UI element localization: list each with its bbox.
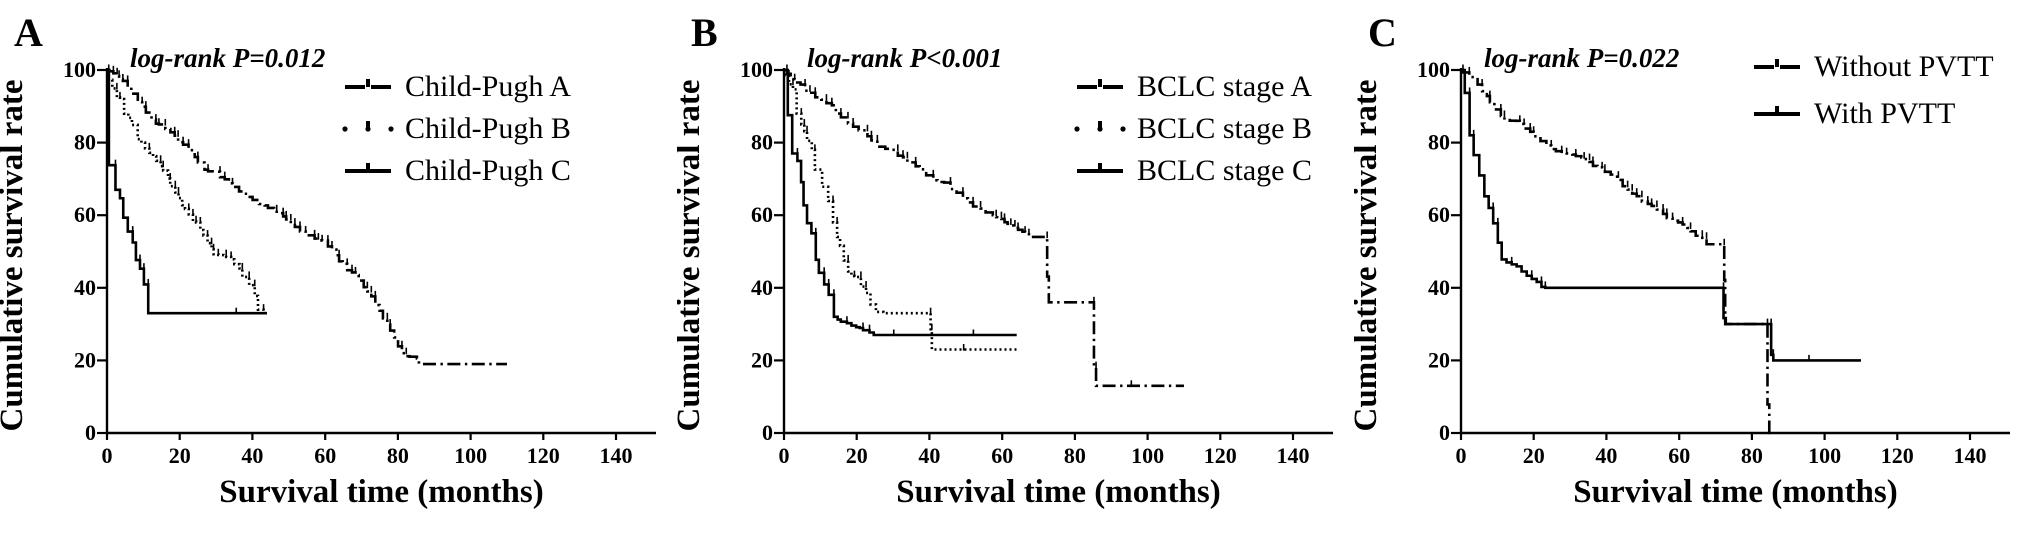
svg-text:80: 80 (387, 443, 409, 468)
svg-text:Cumulative survival rate: Cumulative survival rate (0, 80, 30, 432)
svg-text:log-rank P<0.001: log-rank P<0.001 (807, 43, 1002, 73)
svg-text:20: 20 (1523, 443, 1545, 468)
svg-text:100: 100 (1131, 443, 1164, 468)
svg-text:80: 80 (1741, 443, 1763, 468)
svg-text:0: 0 (762, 420, 773, 445)
svg-text:A: A (14, 10, 43, 55)
svg-text:80: 80 (1428, 130, 1450, 155)
svg-text:100: 100 (63, 57, 96, 82)
svg-text:100: 100 (1808, 443, 1841, 468)
svg-text:60: 60 (314, 443, 336, 468)
svg-text:Child-Pugh A: Child-Pugh A (405, 70, 571, 103)
svg-text:20: 20 (169, 443, 191, 468)
svg-text:Child-Pugh C: Child-Pugh C (405, 154, 571, 187)
svg-text:20: 20 (1428, 347, 1450, 372)
svg-text:C: C (1368, 10, 1397, 55)
svg-text:With PVTT: With PVTT (1814, 97, 1955, 130)
svg-text:140: 140 (1277, 443, 1310, 468)
svg-text:40: 40 (751, 275, 773, 300)
svg-text:100: 100 (1417, 57, 1450, 82)
svg-text:0: 0 (85, 420, 96, 445)
svg-text:20: 20 (751, 347, 773, 372)
svg-text:40: 40 (1428, 275, 1450, 300)
svg-text:BCLC stage C: BCLC stage C (1137, 154, 1312, 187)
svg-text:100: 100 (454, 443, 487, 468)
svg-text:60: 60 (991, 443, 1013, 468)
svg-text:0: 0 (102, 443, 113, 468)
svg-text:Survival time (months): Survival time (months) (1573, 474, 1898, 510)
svg-text:Cumulative survival rate: Cumulative survival rate (677, 80, 707, 432)
svg-text:40: 40 (918, 443, 940, 468)
svg-text:20: 20 (74, 347, 96, 372)
svg-text:40: 40 (241, 443, 263, 468)
svg-text:80: 80 (1064, 443, 1086, 468)
svg-text:60: 60 (74, 202, 96, 227)
svg-text:100: 100 (740, 57, 773, 82)
svg-text:40: 40 (1595, 443, 1617, 468)
svg-text:B: B (691, 10, 718, 55)
svg-text:120: 120 (1204, 443, 1237, 468)
svg-text:140: 140 (600, 443, 633, 468)
svg-text:0: 0 (779, 443, 790, 468)
svg-text:120: 120 (1881, 443, 1914, 468)
svg-text:log-rank P=0.022: log-rank P=0.022 (1484, 43, 1679, 73)
svg-text:BCLC stage A: BCLC stage A (1137, 70, 1312, 103)
svg-text:60: 60 (1428, 202, 1450, 227)
svg-text:80: 80 (751, 130, 773, 155)
svg-text:80: 80 (74, 130, 96, 155)
svg-text:60: 60 (751, 202, 773, 227)
svg-text:20: 20 (846, 443, 868, 468)
svg-text:Cumulative survival rate: Cumulative survival rate (1354, 80, 1384, 432)
svg-text:log-rank P=0.012: log-rank P=0.012 (130, 43, 325, 73)
svg-text:BCLC stage B: BCLC stage B (1137, 112, 1312, 145)
svg-text:0: 0 (1439, 420, 1450, 445)
svg-text:Survival time (months): Survival time (months) (219, 474, 544, 510)
svg-text:140: 140 (1954, 443, 1987, 468)
svg-text:Child-Pugh B: Child-Pugh B (405, 112, 571, 145)
svg-text:120: 120 (527, 443, 560, 468)
svg-text:Survival time (months): Survival time (months) (896, 474, 1221, 510)
svg-text:0: 0 (1456, 443, 1467, 468)
svg-text:60: 60 (1668, 443, 1690, 468)
svg-text:Without PVTT: Without PVTT (1814, 50, 1994, 83)
svg-text:40: 40 (74, 275, 96, 300)
